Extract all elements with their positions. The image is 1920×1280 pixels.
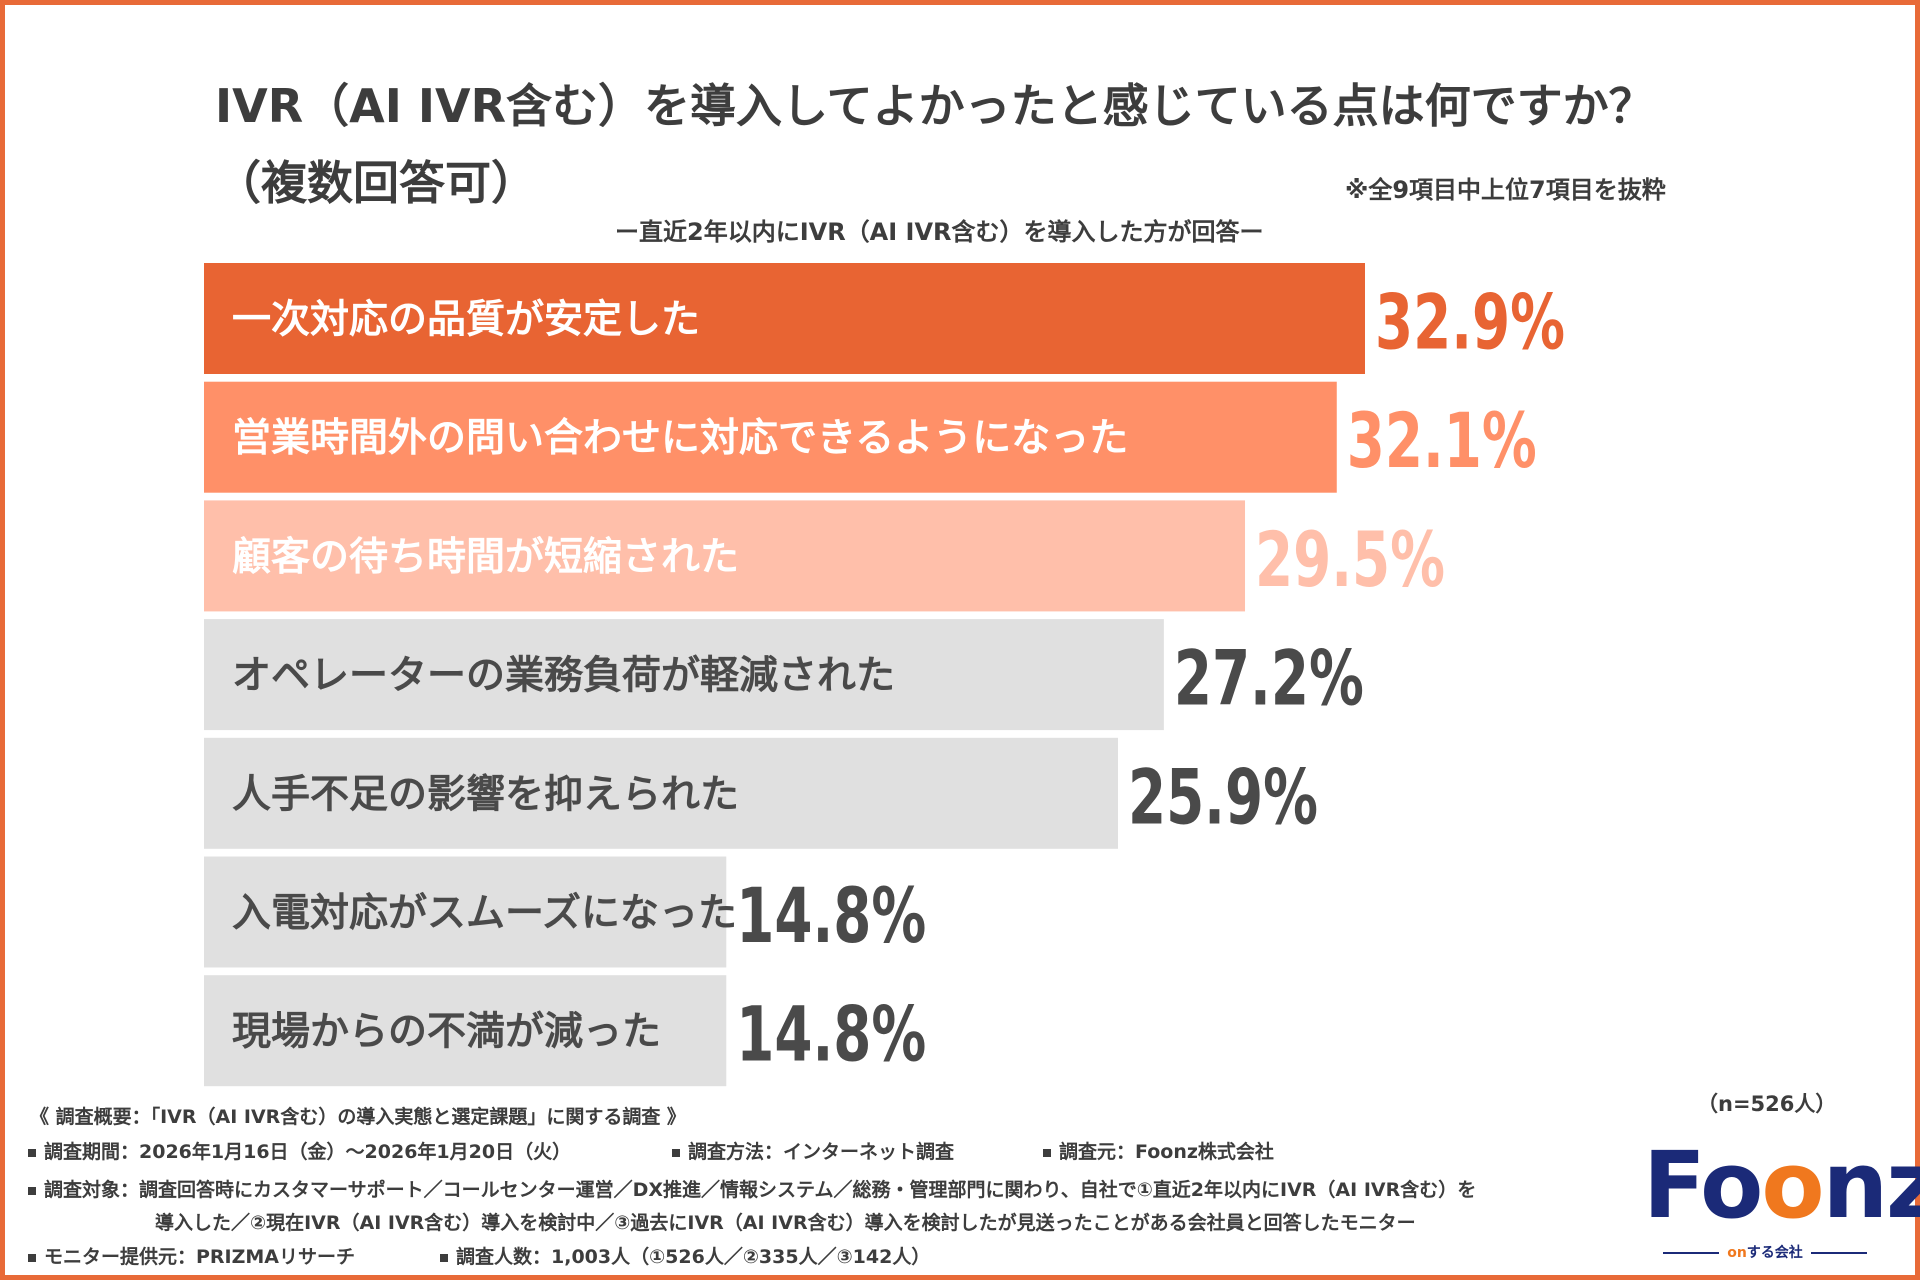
bar-label-7: 現場からの不満が減った bbox=[232, 1010, 661, 1055]
survey-organizer: 調査元：Foonz株式会社 bbox=[1043, 1137, 1274, 1164]
survey-target-line1: 調査対象：調査回答時にカスタマーサポート／コールセンター運営／DX推進／情報シス… bbox=[44, 1179, 1477, 1201]
tagline-rule-right bbox=[1810, 1252, 1867, 1254]
tagline-text: する会社 bbox=[1746, 1245, 1803, 1261]
logo-tagline: onする会社 bbox=[1645, 1242, 1885, 1262]
survey-target-line2: 導入した／②現在IVR（AI IVR含む）導入を検討中／③過去にIVR（AI I… bbox=[155, 1212, 1416, 1234]
value-label-7: 14.8% bbox=[736, 990, 926, 1079]
value-label-6: 14.8% bbox=[736, 871, 926, 960]
survey-target: 調査対象：調査回答時にカスタマーサポート／コールセンター運営／DX推進／情報シス… bbox=[28, 1175, 1476, 1202]
tagline-rule-left bbox=[1663, 1252, 1720, 1254]
tagline-on: on bbox=[1727, 1245, 1747, 1261]
bar-1 bbox=[204, 263, 1365, 374]
bar-label-6: 入電対応がスムーズになった bbox=[232, 891, 737, 936]
chart-title-line2: （複数回答可） bbox=[215, 156, 537, 210]
value-label-2: 32.1% bbox=[1347, 396, 1537, 485]
survey-method: 調査方法：インターネット調査 bbox=[672, 1137, 954, 1164]
bar-label-4: オペレーターの業務負荷が軽減された bbox=[232, 654, 895, 699]
logo-letter-o2: o bbox=[1761, 1132, 1824, 1239]
bullet-square-icon bbox=[28, 1253, 36, 1262]
logo-letters-nz: nz bbox=[1822, 1132, 1920, 1239]
bar-label-1: 一次対応の品質が安定した bbox=[232, 298, 700, 343]
survey-period: 調査期間：2026年1月16日（金）〜2026年1月20日（火） bbox=[28, 1137, 571, 1164]
value-label-1: 32.9% bbox=[1375, 278, 1565, 367]
chart-subtitle: ー直近2年以内にIVR（AI IVR含む）を導入した方が回答ー bbox=[615, 218, 1264, 246]
survey-respondents: 調査人数：1,003人（①526人／②335人／③142人） bbox=[440, 1242, 930, 1269]
value-label-5: 25.9% bbox=[1128, 752, 1318, 841]
bullet-square-icon bbox=[440, 1253, 448, 1262]
bullet-square-icon bbox=[28, 1148, 36, 1157]
bar-5 bbox=[204, 737, 1118, 849]
survey-provider: モニター提供元：PRIZMAリサーチ bbox=[28, 1242, 355, 1269]
value-label-3: 29.5% bbox=[1255, 515, 1445, 604]
survey-respondents-text: 調査人数：1,003人（①526人／②335人／③142人） bbox=[456, 1246, 931, 1268]
bar-label-2: 営業時間外の問い合わせに対応できるようになった bbox=[232, 416, 1128, 461]
survey-organizer-text: 調査元：Foonz株式会社 bbox=[1059, 1141, 1274, 1163]
value-label-4: 27.2% bbox=[1174, 634, 1364, 723]
bar-3 bbox=[204, 500, 1246, 612]
bar-4 bbox=[204, 619, 1164, 731]
logo-letter-o1: o bbox=[1700, 1132, 1763, 1239]
bar-2 bbox=[204, 381, 1337, 493]
bar-label-5: 人手不足の影響を抑えられた bbox=[232, 772, 739, 817]
chart-title: IVR（AI IVR含む）を導入してよかったと感じている点は何ですか？ bbox=[215, 79, 1655, 133]
foonz-logo: Foonz onする会社 bbox=[1635, 1132, 1920, 1270]
bar-label-3: 顧客の待ち時間が短縮された bbox=[232, 535, 739, 580]
sample-size: （n=526人） bbox=[1697, 1092, 1837, 1116]
bar-6 bbox=[204, 856, 727, 968]
bar-7 bbox=[204, 975, 727, 1087]
survey-method-text: 調査方法：インターネット調査 bbox=[688, 1141, 955, 1163]
survey-provider-text: モニター提供元：PRIZMAリサーチ bbox=[44, 1246, 356, 1268]
bullet-square-icon bbox=[28, 1186, 36, 1195]
survey-heading: 《 調査概要：「IVR（AI IVR含む）の導入実態と選定課題」に関する調査 》 bbox=[30, 1106, 686, 1128]
chart-note: ※全9項目中上位7項目を抜粋 bbox=[1345, 176, 1666, 204]
survey-period-text: 調査期間：2026年1月16日（金）〜2026年1月20日（火） bbox=[44, 1141, 572, 1163]
logo-wordmark: Foonz bbox=[1643, 1132, 1920, 1239]
bullet-square-icon bbox=[1043, 1148, 1051, 1157]
logo-letter-f: F bbox=[1643, 1132, 1702, 1239]
bullet-square-icon bbox=[672, 1148, 680, 1157]
